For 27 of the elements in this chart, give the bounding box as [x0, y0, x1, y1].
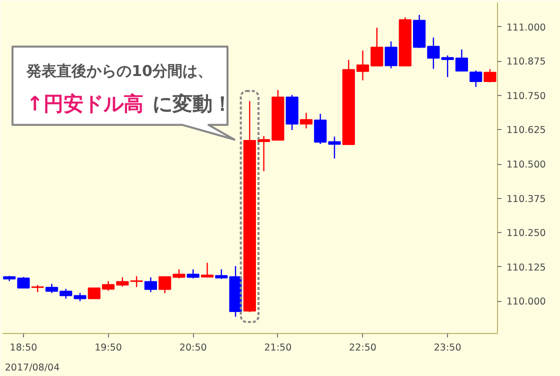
y-tick-label: 110.000 [506, 296, 546, 308]
candlestick [484, 68, 496, 83]
text: 2017/08/04 [4, 362, 60, 374]
candlestick [384, 40, 398, 69]
annotation: に変動！ [152, 91, 232, 116]
y-tick-label: 110.250 [506, 228, 546, 240]
candlestick [130, 276, 143, 288]
y-tick-label: 110.625 [506, 125, 546, 136]
y-tick-label: 111.000 [506, 22, 546, 34]
y-tick-label: 110.500 [506, 160, 546, 171]
candlestick [300, 112, 313, 129]
candlestick [470, 70, 482, 88]
y-tick-label: 110.875 [506, 56, 546, 68]
y-tick-label: 110.750 [506, 90, 546, 102]
x-tick-label: 21:50 [264, 342, 292, 354]
x-tick-label: 23:50 [434, 342, 462, 354]
y-tick-label: 110.375 [506, 194, 546, 205]
candlestick [144, 276, 157, 293]
annotation: 発表直後からの10分間は、 [26, 62, 212, 80]
candlestick [200, 262, 214, 278]
x-tick-label: 18:50 [10, 342, 38, 354]
x-tick-label: 22:50 [349, 342, 376, 354]
x-tick-label: 19:50 [94, 342, 122, 354]
y-tick-label: 110.125 [506, 262, 546, 274]
annotation: ↑円安ドル高 [26, 91, 144, 116]
candlestick [186, 268, 200, 279]
x-tick-label: 20:50 [179, 342, 207, 354]
